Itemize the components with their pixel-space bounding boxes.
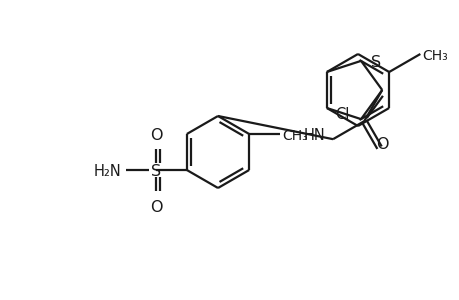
Text: Cl: Cl (334, 107, 348, 122)
Text: CH₃: CH₃ (281, 128, 307, 142)
Text: O: O (150, 200, 162, 215)
Text: O: O (375, 137, 388, 152)
Text: HN: HN (302, 128, 325, 143)
Text: CH₃: CH₃ (421, 49, 447, 62)
Text: H₂N: H₂N (94, 164, 122, 179)
Text: O: O (150, 128, 162, 143)
Text: S: S (151, 164, 161, 179)
Text: S: S (370, 55, 381, 70)
